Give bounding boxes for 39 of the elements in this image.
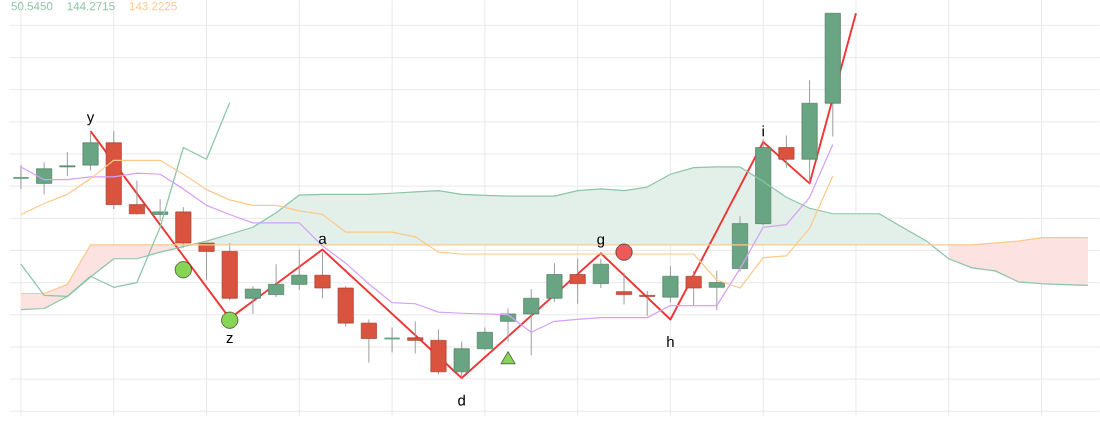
candlestick [523, 288, 540, 356]
candlestick [128, 179, 145, 215]
candlestick [685, 270, 702, 307]
point [174, 261, 192, 279]
candlestick [291, 249, 308, 291]
candlestick [82, 132, 99, 172]
annotation: z [226, 335, 233, 343]
candlestick [244, 285, 261, 315]
point [500, 351, 516, 365]
point [221, 311, 239, 329]
annotation: h [667, 336, 674, 347]
candlestick [708, 270, 725, 311]
text: 144.2715 [67, 2, 115, 11]
candlestick [546, 262, 563, 303]
candlestick [59, 151, 76, 177]
point [615, 243, 633, 261]
text: 50.5450 [11, 2, 53, 11]
candlestick [616, 272, 633, 305]
candlestick [152, 198, 169, 222]
annotation: y [86, 114, 95, 126]
candlestick [268, 263, 285, 298]
candlestick [778, 134, 795, 169]
candlestick [662, 265, 679, 304]
candlestick [407, 320, 424, 354]
candlestick [639, 290, 656, 317]
annotation: g [597, 236, 605, 248]
candlestick [592, 258, 609, 289]
candlestick [314, 251, 331, 299]
candlestick [569, 258, 586, 305]
candlestick [12, 164, 30, 190]
candlestick [360, 318, 377, 364]
candlestick [453, 340, 470, 380]
annotation: a [318, 235, 327, 244]
annotation: d [458, 394, 465, 406]
candlestick [476, 327, 493, 351]
candlestick [36, 161, 53, 195]
candlestick [198, 242, 215, 281]
annotation: i [762, 125, 764, 137]
text: 143.2225 [129, 2, 177, 11]
